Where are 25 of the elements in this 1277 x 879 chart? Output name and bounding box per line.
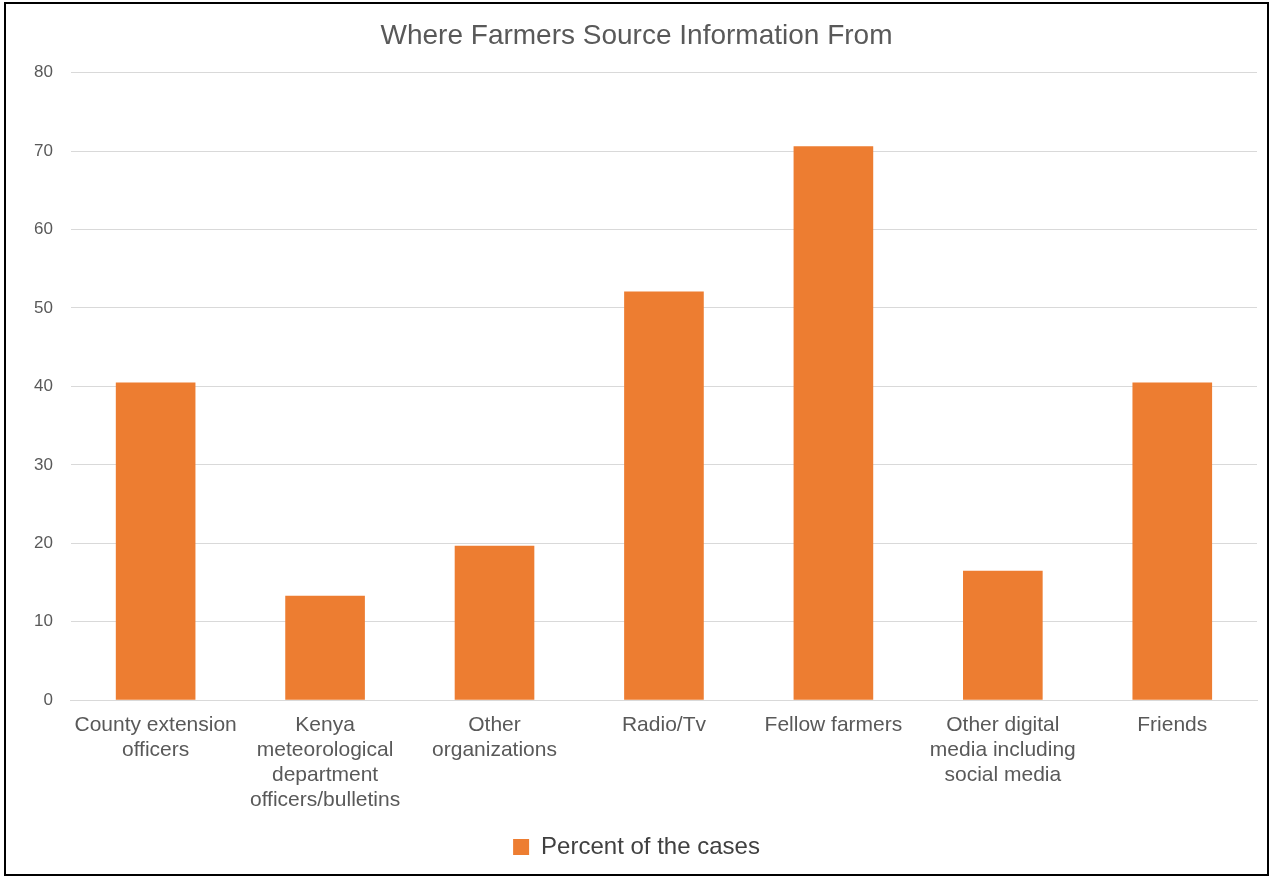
y-tick-label: 20	[33, 532, 53, 552]
bar	[454, 545, 535, 700]
y-tick-label: 10	[33, 611, 53, 631]
bar	[285, 595, 365, 700]
x-tick-label: Other digital media including social media	[929, 711, 1076, 785]
y-tick-label: 70	[33, 140, 53, 160]
x-tick-label: Kenya meteorological department officers/bulletins	[249, 711, 401, 811]
bar	[793, 146, 874, 700]
x-tick-label: Radio/Tv	[621, 711, 707, 735]
y-tick-label: 80	[33, 62, 53, 82]
bar	[963, 570, 1043, 700]
bar	[115, 382, 196, 700]
legend-label: Percent of the cases	[541, 831, 760, 859]
y-tick-label: 40	[33, 376, 53, 396]
y-tick-label: 0	[43, 689, 53, 709]
x-tick-label: Other organizations	[432, 711, 557, 760]
x-tick-label: Fellow farmers	[764, 711, 903, 735]
y-tick-label: 50	[33, 297, 53, 317]
y-tick-label: 30	[33, 454, 53, 474]
bar	[1132, 382, 1213, 700]
x-tick-label: County extension officers	[74, 711, 237, 760]
chart-title: Where Farmers Source Information From	[380, 18, 893, 50]
x-tick-label: Friends	[1137, 711, 1208, 735]
bar	[624, 291, 704, 700]
y-tick-label: 60	[33, 219, 53, 239]
